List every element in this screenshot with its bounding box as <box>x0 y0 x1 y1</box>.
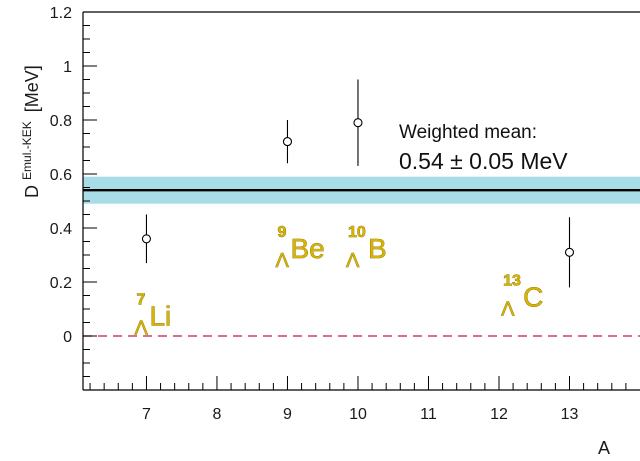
nuclide-label: Λ 9Be <box>275 224 325 273</box>
points-layer <box>141 79 575 288</box>
labels-layer: Weighted mean: 0.54 ± 0.05 MeV A D Emul.… <box>15 65 610 458</box>
x-tick-label: 9 <box>283 406 292 423</box>
nuclide-hyperon: Λ <box>501 299 515 321</box>
nuclide-element: Be <box>290 233 324 264</box>
nuclide-label: Λ 13C <box>501 272 544 321</box>
y-tick-label: 0.6 <box>50 167 72 184</box>
data-point <box>141 234 152 244</box>
mean-annotation-value: 0.54 ± 0.05 MeV <box>399 148 568 174</box>
y-tick-label: 0.8 <box>50 113 72 130</box>
plot-background-layer <box>83 176 640 337</box>
nuclide-element: B <box>368 233 387 264</box>
x-tick-label: 12 <box>490 406 508 423</box>
svg-text:D Emul.-KEK [M: D Emul.-KEK [MeV] <box>15 65 42 198</box>
y-tick-label: 0 <box>63 329 72 346</box>
x-axis-title: A <box>598 438 610 458</box>
data-point <box>353 118 363 128</box>
x-tick-label: 7 <box>142 406 151 423</box>
y-axis-title-main: D <box>22 185 42 198</box>
x-tick-label: 8 <box>213 406 222 423</box>
axes-layer: 0 0.2 0.4 0.6 0.8 1 1.2 7 8 9 10 11 12 13 <box>50 5 640 423</box>
y-tick-label: 1.2 <box>50 5 72 22</box>
nuclide-label: Λ 10B <box>346 224 387 273</box>
x-tick-label: 10 <box>349 406 367 423</box>
nuclide-element: Li <box>149 300 171 331</box>
y-axis-title-superscript: Emul.-KEK <box>20 121 34 180</box>
y-axis-title-unit: [MeV] <box>22 65 42 112</box>
y-tick-label: 0.4 <box>50 221 72 238</box>
data-point <box>282 137 293 147</box>
nuclide-mass: 13 <box>503 273 521 290</box>
nuclide-hyperon: Λ <box>346 250 360 272</box>
x-tick-label: 13 <box>561 406 579 423</box>
nuclide-label: Λ 7Li <box>134 291 171 340</box>
y-tick-label: 0.2 <box>50 275 72 292</box>
nuclide-mass: 10 <box>348 224 366 241</box>
nuclide-hyperon: Λ <box>275 250 289 272</box>
mean-annotation-label: Weighted mean: <box>399 122 537 143</box>
y-axis-title: D Emul.-KEK [MeV] <box>15 65 42 198</box>
nuclide-mass: 7 <box>136 291 145 308</box>
data-point <box>564 247 575 257</box>
nuclide-mass: 9 <box>277 224 286 241</box>
nuclide-hyperon: Λ <box>134 317 148 339</box>
nuclide-element: C <box>523 282 543 313</box>
y-tick-label: 1 <box>63 59 72 76</box>
x-tick-label: 11 <box>420 406 437 423</box>
